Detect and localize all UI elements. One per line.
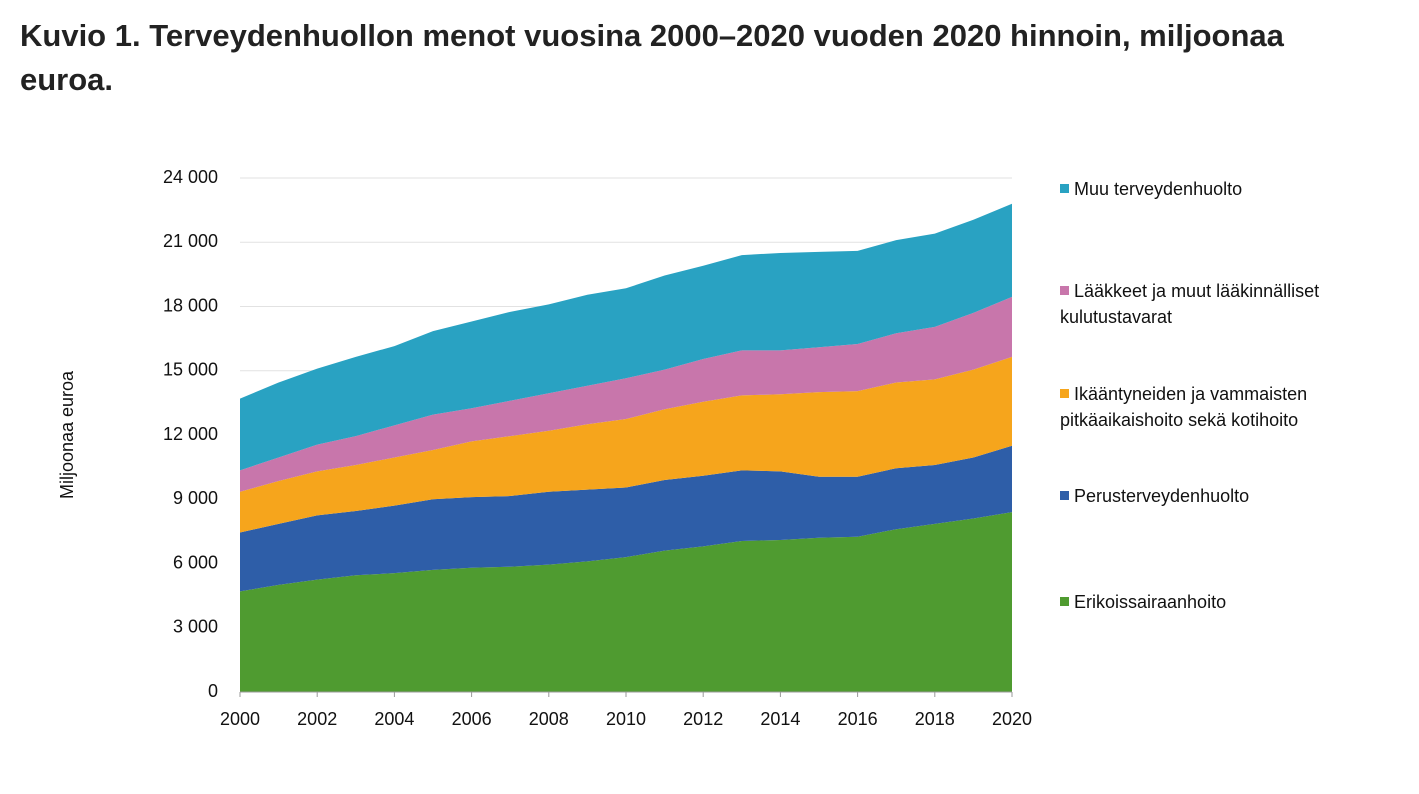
x-tick-label: 2004 <box>374 709 414 729</box>
legend-label: Perusterveydenhuolto <box>1074 486 1250 506</box>
x-tick-label: 2020 <box>992 709 1032 729</box>
x-tick-label: 2014 <box>760 709 800 729</box>
x-tick-label: 2006 <box>452 709 492 729</box>
legend-swatch <box>1060 597 1069 606</box>
y-tick-label: 0 <box>208 681 218 701</box>
x-tick-label: 2012 <box>683 709 723 729</box>
y-tick-label: 15 000 <box>163 360 218 380</box>
x-tick-label: 2000 <box>220 709 260 729</box>
y-tick-label: 9 000 <box>173 488 218 508</box>
y-tick-label: 3 000 <box>173 617 218 637</box>
y-tick-label: 18 000 <box>163 295 218 315</box>
area <box>240 356 1012 533</box>
legend-swatch <box>1060 389 1069 398</box>
legend-item: Erikoissairaanhoito <box>1060 589 1390 615</box>
area <box>240 296 1012 492</box>
y-tick-label: 6 000 <box>173 552 218 572</box>
areas <box>240 203 1012 692</box>
legend-item: Perusterveydenhuolto <box>1060 483 1390 509</box>
area <box>240 203 1012 471</box>
legend-label: Muu terveydenhuolto <box>1074 179 1243 199</box>
x-tick-label: 2018 <box>915 709 955 729</box>
legend-label: Lääkkeet ja muut lääkinnälliset kulutust… <box>1060 281 1320 327</box>
x-tick-label: 2002 <box>297 709 337 729</box>
y-tick-label: 21 000 <box>163 231 218 251</box>
y-tick-label: 24 000 <box>163 167 218 187</box>
x-tick-label: 2016 <box>838 709 878 729</box>
x-tick-label: 2008 <box>529 709 569 729</box>
legend-item: Ikääntyneiden ja vammaisten pitkäaikaish… <box>1060 381 1390 433</box>
legend-label: Erikoissairaanhoito <box>1074 592 1227 612</box>
x-tick-label: 2010 <box>606 709 646 729</box>
area <box>240 445 1012 592</box>
legend-swatch <box>1060 286 1069 295</box>
legend-label: Ikääntyneiden ja vammaisten pitkäaikaish… <box>1060 384 1308 430</box>
y-axis-label: Miljoonaa euroa <box>57 370 77 499</box>
legend-swatch <box>1060 184 1069 193</box>
legend-swatch <box>1060 491 1069 500</box>
y-tick-label: 12 000 <box>163 424 218 444</box>
legend-item: Lääkkeet ja muut lääkinnälliset kulutust… <box>1060 278 1390 330</box>
legend-item: Muu terveydenhuolto <box>1060 176 1390 202</box>
chart-title: Kuvio 1. Terveydenhuollon menot vuosina … <box>20 18 1284 97</box>
area <box>240 512 1012 692</box>
